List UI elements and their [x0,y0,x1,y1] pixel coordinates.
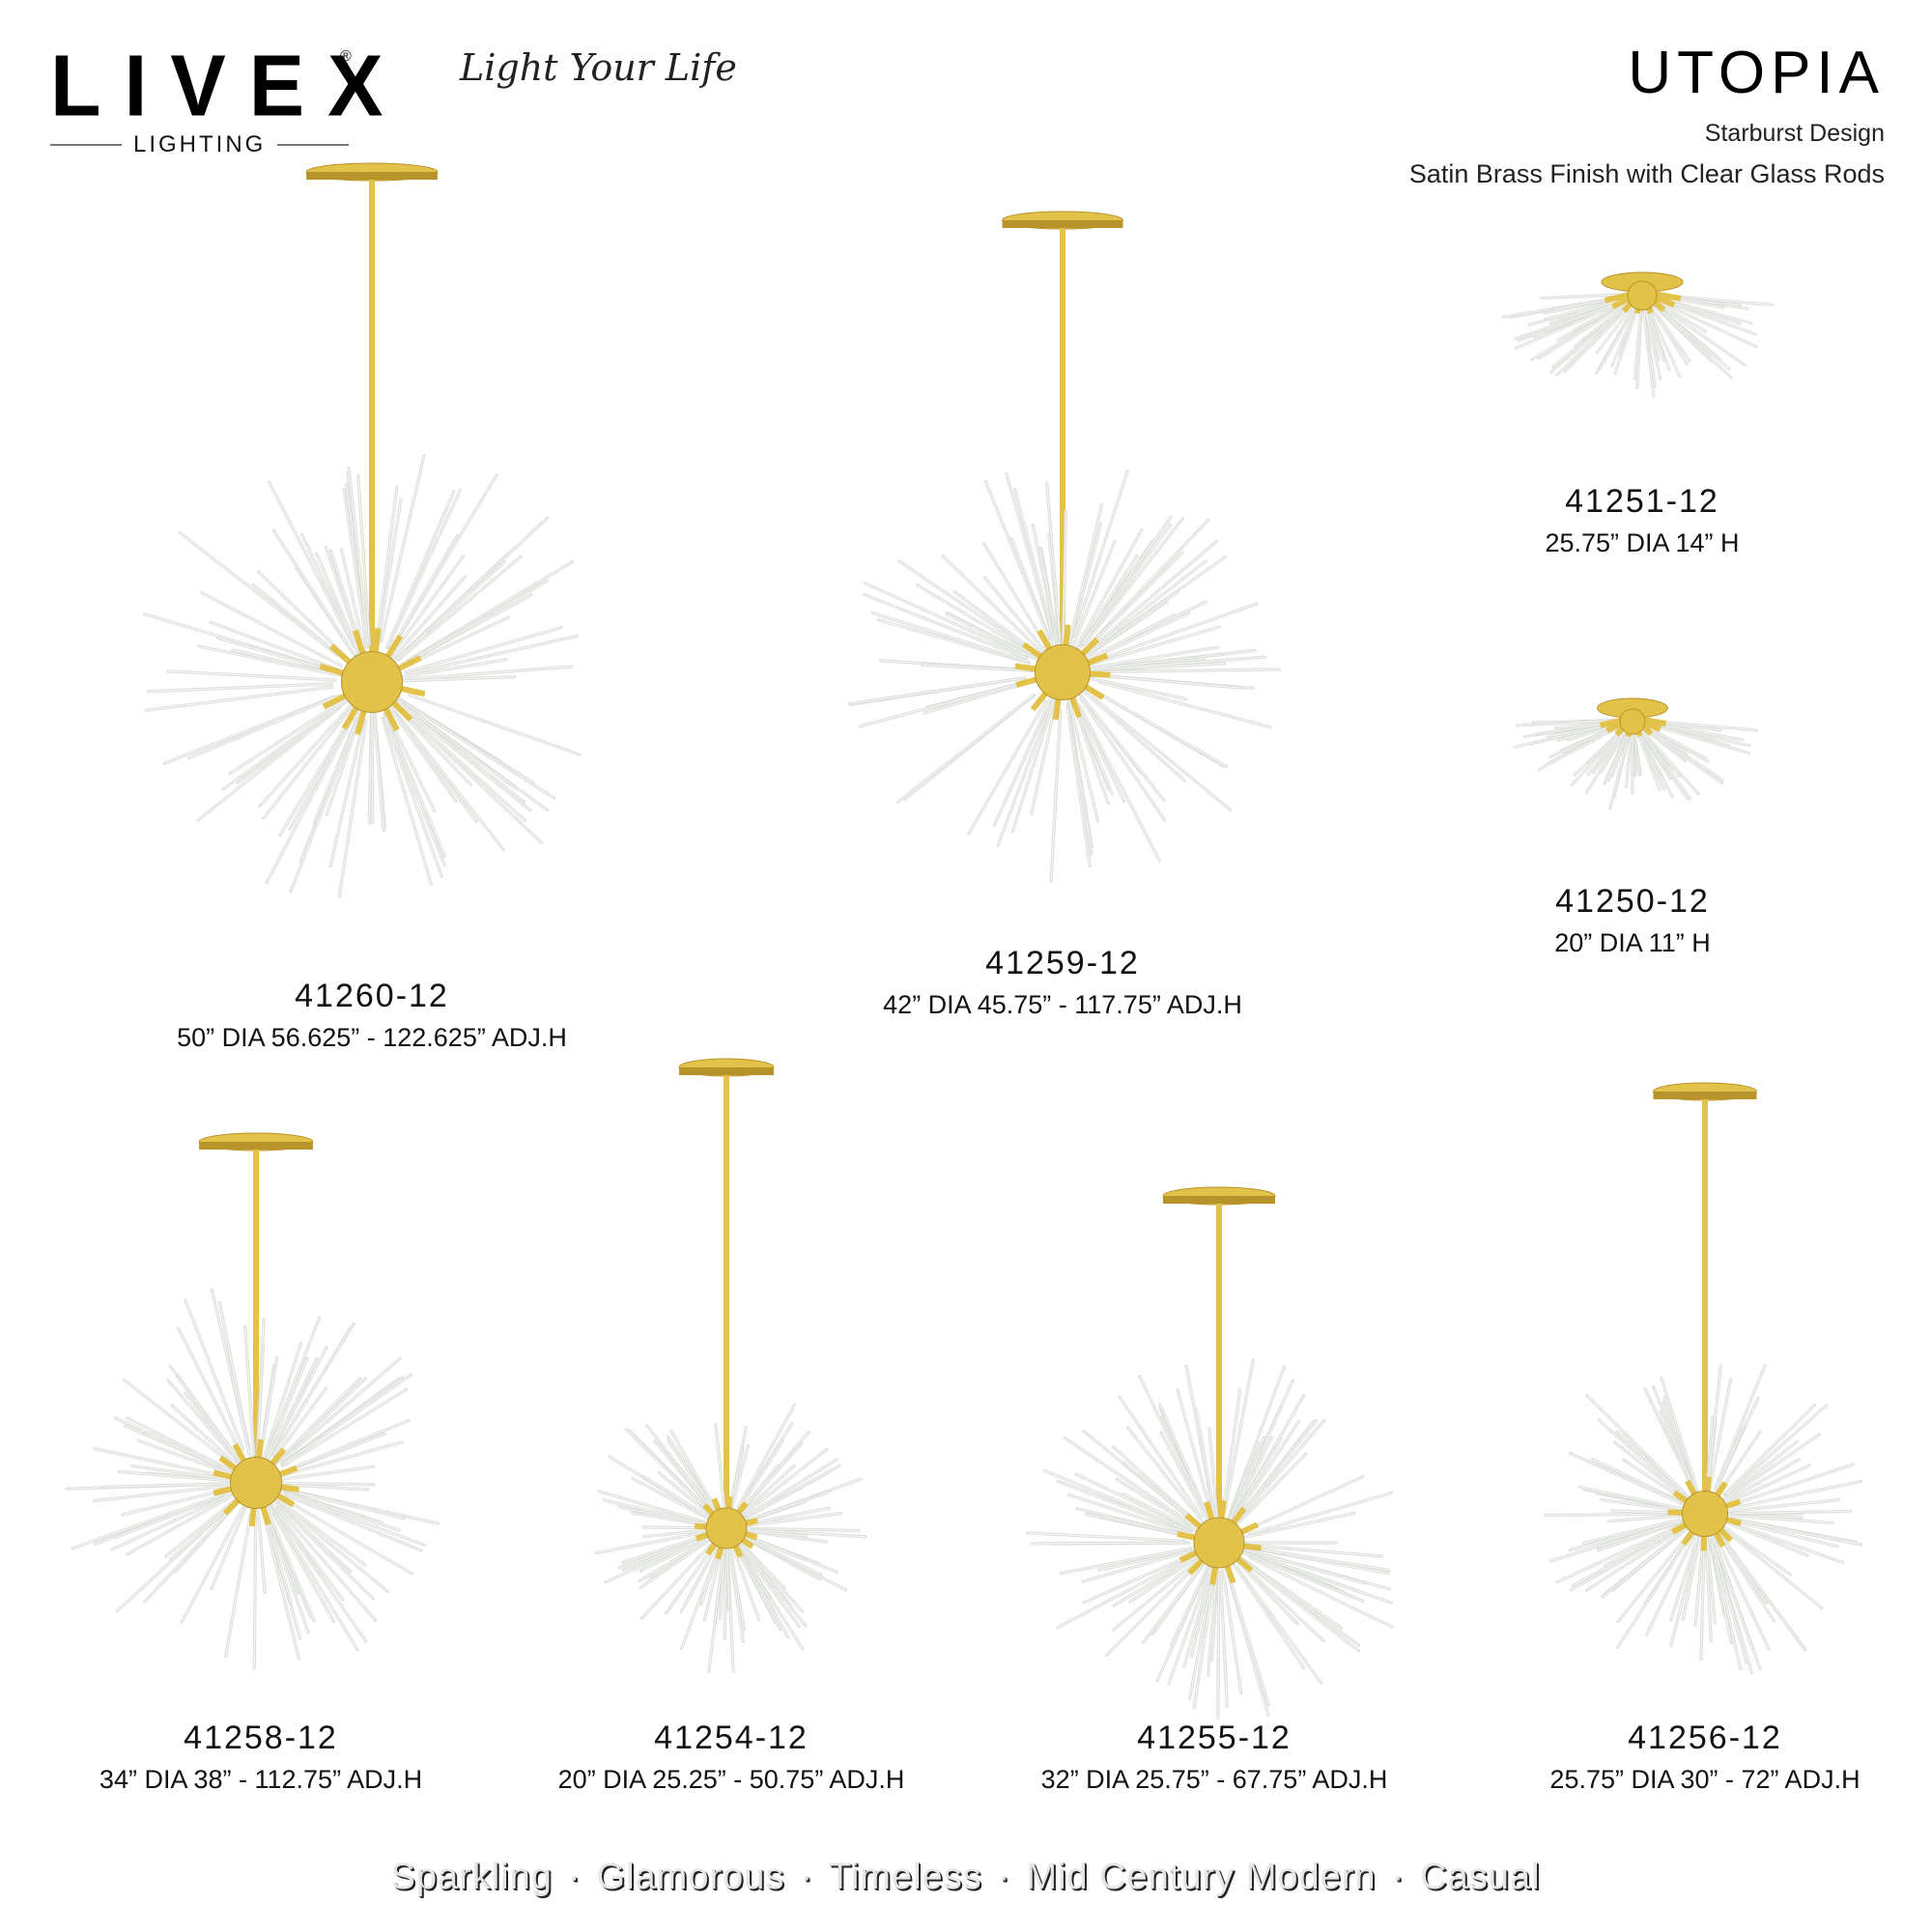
product-label: 41260-12 50” DIA 56.625” - 122.625” ADJ.H [177,978,567,1053]
style-tag: Glamorous [596,1857,785,1897]
fixture-41251-12 [1501,271,1775,398]
fixture-41250-12 [1513,697,1758,810]
product-sku: 41258-12 [184,1719,338,1756]
logo-subline: LIGHTING [50,131,359,158]
style-tag: Sparkling [390,1857,553,1897]
tag-separator: · [997,1857,1011,1897]
logo-rule-right [277,144,350,146]
collection-finish: Satin Brass Finish with Clear Glass Rods [1408,159,1885,188]
product-label: 41250-12 20” DIA 11” H [1554,883,1711,958]
product-sku: 41250-12 [1555,883,1710,920]
product-label: 41259-12 42” DIA 45.75” - 117.75” ADJ.H [883,945,1242,1020]
product-sku: 41255-12 [1137,1719,1292,1756]
tag-separator: · [800,1857,814,1897]
product-sku: 41260-12 [295,978,449,1014]
collection-subtitle: Starburst Design [1704,120,1885,147]
product-dimensions: 25.75” DIA 14” H [1545,528,1740,557]
product-sku: 41251-12 [1565,483,1719,520]
product-label: 41258-12 34” DIA 38” - 112.75” ADJ.H [99,1719,422,1795]
collection-title: UTOPIA [1628,40,1885,106]
fixture-41256-12 [1544,1082,1863,1675]
livex-logo: LIVEX ® LIGHTING [50,37,407,158]
product-dimensions: 42” DIA 45.75” - 117.75” ADJ.H [883,990,1242,1019]
product-sku: 41259-12 [985,945,1140,981]
fixture-41255-12 [1025,1186,1394,1719]
style-tag: Mid Century Modern [1026,1857,1377,1897]
tag-separator: · [1391,1857,1406,1897]
product-dimensions: 34” DIA 38” - 112.75” ADJ.H [99,1765,423,1794]
style-tag: Timeless [829,1857,982,1897]
brand-tagline: Light Your Life [460,46,737,89]
fixture-41260-12 [143,162,582,898]
tag-separator: · [567,1857,582,1897]
product-label: 41256-12 25.75” DIA 30” - 72” ADJ.H [1549,1719,1860,1795]
product-sku: 41256-12 [1628,1719,1782,1756]
fixture-41254-12 [594,1058,867,1674]
style-tags: Sparkling · Glamorous · Timeless · Mid Century… [0,1857,1931,1898]
logo-wordmark: LIVEX [50,37,407,135]
collection-header: UTOPIA Starburst Design Satin Brass Fini… [1409,39,1885,189]
product-label: 41255-12 32” DIA 25.75” - 67.75” ADJ.H [1041,1719,1388,1795]
fixture-41258-12 [65,1132,440,1670]
fixture-41259-12 [848,211,1282,883]
logo-sub-text: LIGHTING [133,131,267,157]
product-dimensions: 20” DIA 25.25” - 50.75” ADJ.H [557,1765,905,1794]
logo-rule-left [50,144,122,146]
product-dimensions: 20” DIA 11” H [1554,928,1711,957]
product-label: 41251-12 25.75” DIA 14” H [1545,483,1739,558]
product-sku: 41254-12 [654,1719,809,1756]
product-dimensions: 32” DIA 25.75” - 67.75” ADJ.H [1040,1765,1388,1794]
style-tag: Casual [1420,1857,1541,1897]
registered-mark: ® [340,48,352,65]
product-label: 41254-12 20” DIA 25.25” - 50.75” ADJ.H [558,1719,905,1795]
product-dimensions: 50” DIA 56.625” - 122.625” ADJ.H [177,1023,567,1052]
product-dimensions: 25.75” DIA 30” - 72” ADJ.H [1549,1765,1860,1794]
